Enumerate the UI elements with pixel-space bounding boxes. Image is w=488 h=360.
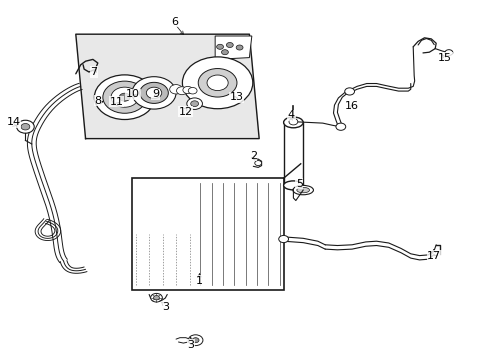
Text: 5: 5 [295,179,302,189]
Circle shape [188,87,197,94]
Text: 9: 9 [152,89,159,99]
Text: 2: 2 [249,150,256,161]
Text: 13: 13 [229,92,243,102]
Polygon shape [215,36,251,59]
Circle shape [150,293,162,302]
Text: 7: 7 [90,67,97,77]
Text: 6: 6 [171,17,178,27]
Circle shape [344,88,354,95]
Ellipse shape [296,188,309,193]
Circle shape [153,296,159,300]
Circle shape [335,123,345,130]
Circle shape [146,87,162,99]
Circle shape [132,77,176,109]
Circle shape [21,123,30,130]
Polygon shape [76,34,259,139]
Circle shape [94,75,155,120]
Text: 10: 10 [126,89,140,99]
Circle shape [221,50,228,55]
Circle shape [183,86,192,94]
Text: 11: 11 [109,96,123,107]
Circle shape [176,87,187,95]
Text: 14: 14 [7,117,20,127]
Circle shape [182,57,252,109]
Bar [283,122,303,185]
Text: 16: 16 [345,101,358,111]
Circle shape [254,161,261,166]
Ellipse shape [292,185,313,195]
Circle shape [226,42,233,48]
Circle shape [119,93,130,101]
Text: 1: 1 [196,276,203,286]
Ellipse shape [283,117,303,128]
Text: 4: 4 [287,110,294,120]
Text: 12: 12 [179,107,192,117]
Circle shape [17,120,34,133]
Circle shape [169,85,182,94]
Circle shape [216,44,223,49]
Circle shape [288,118,297,125]
Bar [132,178,283,290]
Circle shape [102,81,146,113]
Text: 8: 8 [94,96,101,106]
Circle shape [140,82,168,103]
Text: 3: 3 [162,302,168,312]
Circle shape [444,50,452,55]
Circle shape [192,338,199,343]
Circle shape [206,75,228,91]
Circle shape [278,235,288,243]
Ellipse shape [283,181,303,190]
Circle shape [236,45,243,50]
Circle shape [190,101,198,107]
Circle shape [198,68,237,97]
Circle shape [111,87,138,107]
Text: 3: 3 [187,340,194,350]
Text: 17: 17 [427,251,440,261]
Text: 15: 15 [437,53,451,63]
Circle shape [188,335,203,346]
Circle shape [186,98,202,109]
